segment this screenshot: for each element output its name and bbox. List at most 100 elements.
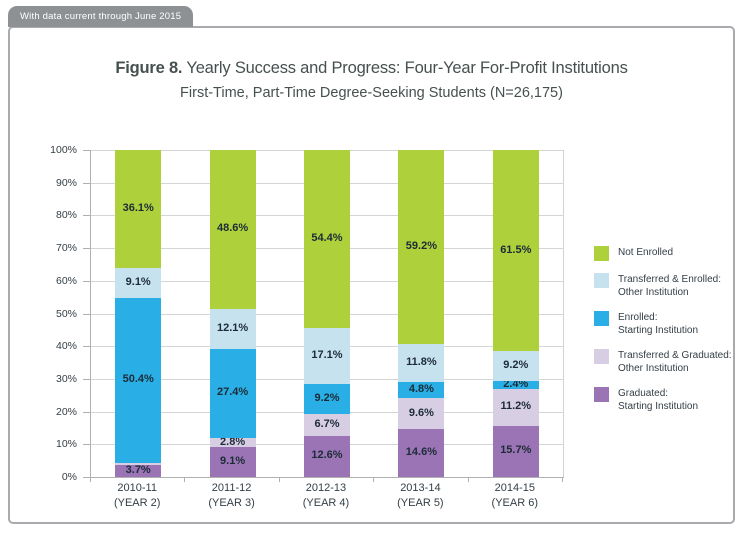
- x-category-label: 2014-15 (YEAR 6): [468, 481, 562, 510]
- legend-label-line: Graduated:: [618, 388, 669, 399]
- y-tick-mark: [83, 248, 90, 250]
- x-category-label: 2013-14 (YEAR 5): [373, 481, 467, 510]
- x-category-year: 2014-15: [494, 482, 535, 494]
- bar-segment: [304, 413, 350, 436]
- x-category-sub: (YEAR 2): [113, 496, 161, 509]
- x-category-year: 2012-13: [305, 482, 347, 494]
- bar-segment-label: 14.6%: [405, 446, 437, 459]
- bar-segment-label: 54.4%: [311, 231, 343, 244]
- y-tick-mark: [83, 280, 90, 282]
- bar-segment: [492, 150, 539, 352]
- legend-label-line: Not Enrolled: [618, 247, 674, 258]
- legend-item: Enrolled: Starting Institution: [594, 311, 742, 337]
- bar-segment-label: 9.1%: [220, 455, 246, 468]
- bar-segment-label: 9.2%: [503, 359, 529, 372]
- legend-swatch: [594, 387, 609, 402]
- x-category-year: 2010-11: [117, 482, 157, 494]
- bar-segment: [492, 389, 539, 426]
- y-tick-mark: [83, 444, 90, 446]
- y-tick-label: 90%: [55, 176, 77, 189]
- plot-area: 3.7%0.7%50.4%9.1%36.1%9.1%2.8%27.4%12.1%…: [90, 150, 564, 478]
- bar-segment: [209, 348, 256, 439]
- y-tick-label: 100%: [50, 144, 77, 156]
- bar-segment: [398, 397, 445, 430]
- x-category-year: 2011-12: [211, 482, 252, 494]
- bar-segment-label: 9.1%: [125, 275, 151, 288]
- legend-item: Not Enrolled: [594, 246, 742, 261]
- bar-segment-label: 15.7%: [500, 444, 532, 457]
- y-tick-label: 20%: [55, 405, 77, 418]
- y-tick-label: 10%: [55, 438, 77, 451]
- x-tick-mark: [184, 477, 186, 482]
- y-tick-mark: [83, 411, 90, 413]
- y-tick-label: 50%: [55, 307, 77, 320]
- bar-segment: [492, 351, 539, 382]
- y-tick-mark: [83, 477, 90, 478]
- figure-subtitle: First-Time, Part-Time Degree-Seeking Stu…: [180, 85, 563, 101]
- legend-label: Enrolled: Starting Institution: [618, 311, 698, 337]
- legend-label: Graduated: Starting Institution: [618, 387, 698, 413]
- x-tick-mark: [90, 477, 91, 482]
- legend-label-line: Transferred & Enrolled:: [618, 274, 722, 285]
- y-tick-mark: [83, 182, 90, 184]
- bar-segment: [115, 464, 162, 477]
- bar-segment-label: 3.7%: [125, 463, 151, 476]
- bar-segment: [304, 327, 350, 384]
- y-axis: 0% 10% 20% 30% 40% 50% 60% 70% 80% 90% 100%: [10, 144, 90, 483]
- x-tick-mark: [373, 477, 375, 482]
- bar-segment-label: 50.4%: [122, 373, 154, 386]
- legend-label-line: Other Institution: [618, 286, 689, 298]
- bar-segment-label: 11.2%: [500, 400, 532, 413]
- figure-title: Figure 8. Yearly Success and Progress: F…: [10, 59, 733, 78]
- bar-segment-label: 17.1%: [311, 348, 343, 361]
- y-tick-label: 0%: [61, 471, 77, 483]
- bar-segment-label: 2.8%: [220, 435, 246, 448]
- legend-swatch: [594, 246, 609, 261]
- bar-segment: [398, 429, 445, 477]
- legend-swatch: [594, 311, 609, 326]
- y-tick-label: 60%: [55, 274, 77, 287]
- bar-segment: [209, 447, 256, 477]
- bar-segment: [115, 150, 162, 269]
- x-category-label: 2010-11 (YEAR 2): [90, 481, 184, 510]
- legend-label-line: Transferred & Graduated:: [618, 350, 732, 361]
- legend-label: Transferred & Enrolled: Other Institution: [618, 273, 721, 299]
- y-tick-label: 80%: [55, 209, 77, 222]
- bar-segment: [209, 438, 256, 448]
- legend-label-line: Other Institution: [618, 362, 689, 374]
- x-axis: 2010-11 (YEAR 2) 2011-12 (YEAR 3) 2012-13 (YE…: [90, 481, 562, 521]
- legend-item: Transferred & Graduated: Other Institutio…: [594, 349, 742, 375]
- bar-segment: [115, 268, 162, 298]
- x-category-label: 2011-12 (YEAR 3): [184, 481, 278, 510]
- bar-segment: [304, 383, 350, 414]
- x-category-sub: (YEAR 3): [208, 496, 255, 509]
- bar-segment: [398, 150, 445, 344]
- bar-segment-label: 4.8%: [408, 383, 434, 396]
- bar-segment: [304, 150, 350, 328]
- y-tick-label: 70%: [55, 242, 77, 255]
- bar-segment: [115, 462, 162, 465]
- y-tick-mark: [83, 378, 90, 380]
- bar-segment-label: 48.6%: [216, 222, 249, 235]
- bar-segment: [209, 150, 256, 309]
- bar-segment: [398, 343, 445, 383]
- x-category-sub: (YEAR 4): [302, 496, 350, 509]
- bar-segment-label: 9.2%: [314, 391, 340, 404]
- figure-title-text: Yearly Success and Progress: Four-Year F…: [182, 59, 628, 77]
- bar-segment: [398, 382, 445, 398]
- y-tick-label: 40%: [55, 340, 77, 353]
- figure-card: Figure 8. Yearly Success and Progress: F…: [8, 26, 735, 524]
- figure-number: Figure 8.: [115, 59, 183, 77]
- x-tick-mark: [467, 477, 469, 482]
- legend-item: Graduated: Starting Institution: [594, 387, 742, 413]
- x-category-year: 2013-14: [400, 482, 441, 494]
- bar-segment-label: 6.7%: [314, 417, 340, 430]
- bar-segment-label: 12.1%: [216, 321, 249, 334]
- legend-label-line: Enrolled:: [618, 312, 658, 323]
- bar-segment-label: 61.5%: [500, 243, 532, 256]
- bar-segment: [492, 425, 539, 477]
- y-tick-mark: [83, 346, 90, 348]
- x-category-label: 2012-13 (YEAR 4): [279, 481, 373, 510]
- y-tick-mark: [83, 313, 90, 315]
